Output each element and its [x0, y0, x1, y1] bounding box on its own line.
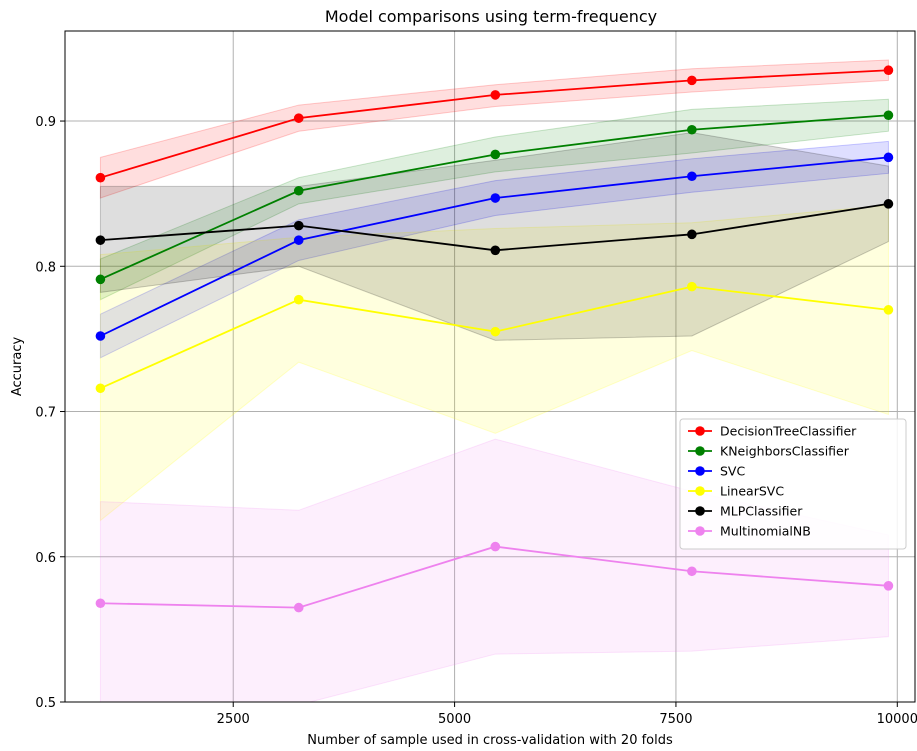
data-point — [687, 171, 697, 182]
data-point — [687, 229, 697, 240]
legend-swatch-marker — [695, 526, 705, 536]
data-point — [293, 235, 304, 245]
legend-swatch-marker — [695, 466, 705, 476]
y-tick-label: 0.8 — [35, 260, 56, 275]
legend-box — [679, 418, 907, 550]
x-axis-label: Number of sample used in cross-validatio… — [307, 733, 673, 748]
y-tick-label: 0.9 — [35, 115, 56, 130]
legend-swatch-marker — [695, 426, 705, 436]
data-point — [883, 305, 894, 315]
data-point — [490, 193, 501, 203]
legend-swatch-marker — [695, 486, 705, 496]
axis-ticks: 2500 5000 7500 10000 0.5 0.6 0.7 0.8 0.9 — [35, 115, 917, 727]
y-tick-label: 0.6 — [35, 551, 56, 566]
data-point — [293, 113, 304, 123]
data-point — [883, 65, 894, 76]
data-point — [883, 152, 894, 163]
legend-entry-label: MLPClassifier — [720, 504, 803, 519]
data-point — [95, 172, 106, 183]
data-point — [490, 149, 501, 160]
legend-entry-label: SVC — [720, 464, 745, 479]
y-axis-label: Accuracy — [10, 337, 25, 397]
data-point — [95, 274, 106, 285]
confidence-band — [99, 98, 889, 301]
legend-entry-label: LinearSVC — [720, 484, 784, 499]
data-point — [293, 294, 304, 305]
data-point — [490, 90, 501, 100]
data-point — [687, 281, 697, 292]
legend-swatch-marker — [695, 506, 705, 516]
data-point — [490, 245, 501, 256]
x-tick-label: 5000 — [438, 712, 471, 727]
x-tick-label: 2500 — [217, 712, 250, 727]
data-point — [883, 581, 894, 591]
data-point — [687, 75, 697, 86]
data-point — [687, 566, 697, 577]
data-point — [95, 383, 106, 394]
data-point — [95, 235, 106, 245]
plot-frame — [64, 30, 916, 703]
data-point — [883, 110, 894, 121]
legend-entry-label: DecisionTreeClassifier — [720, 424, 857, 439]
data-point — [687, 124, 697, 135]
x-tick-label: 7500 — [659, 712, 692, 727]
legend: DecisionTreeClassifier KNeighborsClassifi… — [679, 418, 907, 550]
data-point — [95, 331, 106, 341]
chart-title: Model comparisons using term-frequency — [325, 7, 657, 26]
data-point — [490, 326, 501, 337]
data-point — [293, 220, 304, 231]
data-point — [883, 199, 894, 209]
confidence-band — [99, 140, 889, 359]
y-tick-label: 0.5 — [35, 696, 56, 711]
data-point — [293, 185, 304, 196]
data-point — [293, 602, 304, 613]
y-tick-label: 0.7 — [35, 406, 56, 421]
legend-swatch-marker — [695, 446, 705, 456]
series-lines — [95, 65, 894, 613]
data-point — [95, 598, 106, 609]
data-point — [490, 541, 501, 552]
x-tick-label: 10000 — [877, 712, 917, 727]
legend-entry-label: KNeighborsClassifier — [720, 444, 850, 459]
legend-entry-label: MultinomialNB — [720, 524, 811, 539]
